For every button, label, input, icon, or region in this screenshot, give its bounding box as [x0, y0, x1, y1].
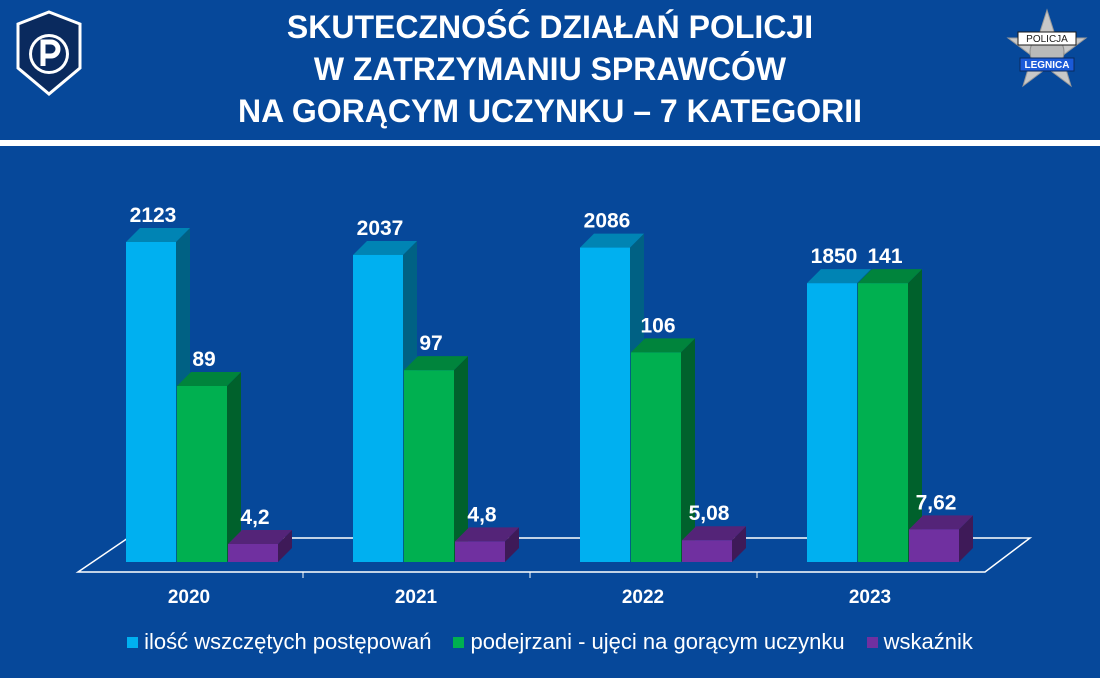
data-label-2023-s2: 7,62 — [916, 491, 957, 514]
bar-top-2022-s1 — [631, 338, 695, 353]
bar-2021-s0 — [353, 254, 403, 562]
bar-top-2023-s1 — [858, 269, 922, 284]
data-label-2020-s2: 4,2 — [240, 506, 269, 529]
legend-swatch-green — [453, 636, 465, 648]
bar-side-2023-s2 — [959, 515, 973, 562]
bar-chart: 2123 89 4,2 2020 2037 97 4,8 2021 2086 106 5,08 202… — [75, 204, 1033, 608]
legend-swatch-purple — [866, 636, 878, 648]
bar-top-2020-s2 — [228, 530, 292, 544]
bar-2020-s0 — [126, 242, 176, 562]
legend-label-postepowania: ilość wszczętych postępowań — [144, 629, 432, 654]
legend-item-postepowania: ilość wszczętych postępowań — [127, 629, 431, 655]
x-tick-label-2021: 2021 — [395, 587, 438, 608]
bar-side-2022-s2 — [732, 526, 746, 562]
legend-label-podejrzani: podejrzani - ujęci na gorącym uczynku — [470, 629, 845, 654]
chart-floor — [75, 537, 1033, 573]
bar-2021-s1 — [404, 370, 454, 562]
data-label-2021-s2: 4,8 — [467, 503, 497, 526]
x-tick-label-2020: 2020 — [168, 587, 210, 608]
bar-top-2022-s2 — [682, 526, 746, 541]
page-title: SKUTECZNOŚĆ DZIAŁAŃ POLICJI W ZATRZYMANI… — [110, 6, 990, 132]
bar-side-2022-s1 — [681, 338, 695, 562]
data-label-2022-s0: 2086 — [584, 210, 631, 233]
data-label-2020-s1: 89 — [192, 348, 215, 371]
bar-top-2022-s0 — [580, 233, 644, 248]
data-label-2022-s1: 106 — [640, 314, 675, 337]
x-tick-label-2023: 2023 — [849, 587, 891, 608]
data-label-2021-s0: 2037 — [357, 217, 404, 240]
bar-2020-s1 — [177, 386, 227, 562]
bar-2020-s2 — [228, 544, 278, 562]
data-label-2020-s0: 2123 — [130, 204, 177, 227]
badge-text-legnica: LEGNICA — [1025, 60, 1070, 71]
data-label-2021-s1: 97 — [419, 332, 442, 355]
data-label-2023-s0: 1850 — [811, 245, 858, 268]
legend-label-wskaznik: wskaźnik — [883, 629, 973, 654]
bar-side-2023-s1 — [908, 269, 922, 562]
bar-top-2021-s0 — [353, 240, 417, 255]
bar-top-2021-s1 — [404, 356, 468, 371]
chart-legend: ilość wszczętych postępowań podejrzani -… — [0, 624, 1100, 660]
bar-2022-s0 — [580, 247, 630, 562]
data-label-2022-s2: 5,08 — [689, 502, 730, 525]
legend-item-wskaznik: wskaźnik — [866, 629, 973, 655]
header-divider — [0, 140, 1100, 146]
policja-legnica-star-badge-icon: POLICJA LEGNICA — [1006, 8, 1088, 88]
bar-2022-s1 — [631, 352, 681, 562]
legend-item-podejrzani: podejrzani - ujęci na gorącym uczynku — [453, 629, 845, 655]
bar-side-2021-s2 — [505, 527, 519, 562]
bar-side-2021-s1 — [454, 356, 468, 562]
title-line-2: W ZATRZYMANIU SPRAWCÓW — [313, 51, 787, 87]
bar-2023-s1 — [858, 283, 908, 562]
bar-top-2020-s0 — [126, 228, 190, 242]
bar-top-2021-s2 — [455, 527, 519, 542]
data-label-2023-s1: 141 — [867, 245, 902, 268]
x-tick-label-2022: 2022 — [622, 587, 664, 608]
bar-top-2020-s1 — [177, 372, 241, 386]
bar-2023-s0 — [807, 283, 857, 562]
police-p-shield-icon — [16, 10, 82, 96]
bar-2021-s2 — [455, 541, 505, 562]
bar-top-2023-s0 — [807, 269, 871, 284]
title-line-3: NA GORĄCYM UCZYNKU – 7 KATEGORII — [237, 93, 863, 129]
bar-2023-s2 — [909, 529, 959, 562]
badge-text-policja: POLICJA — [1026, 34, 1068, 45]
bar-2022-s2 — [682, 540, 732, 562]
bar-top-2023-s2 — [909, 515, 973, 530]
title-line-1: SKUTECZNOŚĆ DZIAŁAŃ POLICJI — [286, 9, 814, 45]
bar-side-2020-s1 — [227, 372, 241, 562]
legend-swatch-cyan — [127, 636, 139, 648]
bar-side-2020-s2 — [278, 530, 292, 562]
